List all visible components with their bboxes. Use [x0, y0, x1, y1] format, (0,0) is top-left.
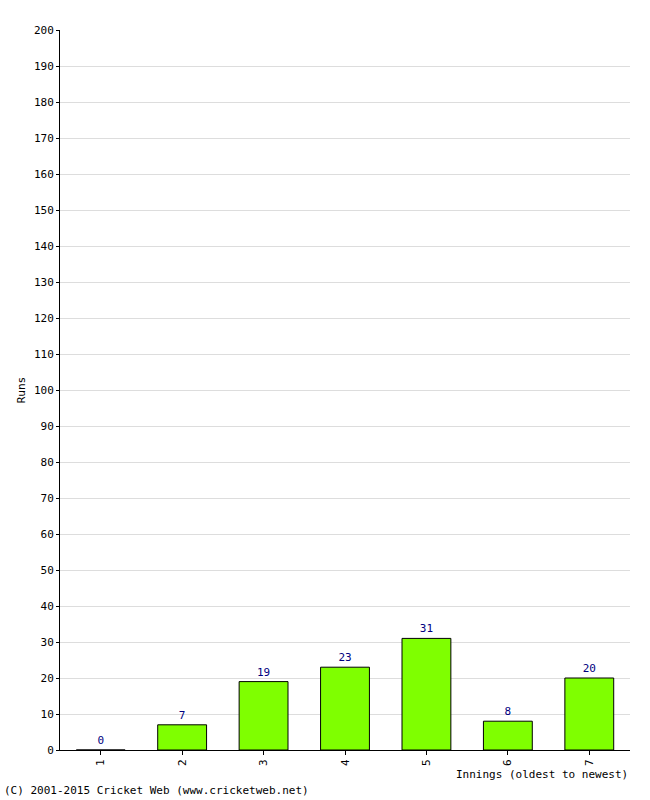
svg-text:4: 4	[339, 759, 352, 766]
svg-text:0: 0	[47, 744, 54, 757]
svg-text:6: 6	[501, 759, 514, 766]
svg-text:Innings (oldest to newest): Innings (oldest to newest)	[456, 768, 628, 781]
svg-text:170: 170	[34, 132, 54, 145]
svg-text:70: 70	[41, 492, 54, 505]
svg-text:190: 190	[34, 60, 54, 73]
svg-text:20: 20	[583, 662, 596, 675]
svg-text:200: 200	[34, 24, 54, 37]
svg-text:20: 20	[41, 672, 54, 685]
svg-text:60: 60	[41, 528, 54, 541]
svg-text:19: 19	[257, 666, 270, 679]
svg-text:80: 80	[41, 456, 54, 469]
svg-text:160: 160	[34, 168, 54, 181]
svg-text:7: 7	[179, 709, 186, 722]
svg-text:110: 110	[34, 348, 54, 361]
svg-text:100: 100	[34, 384, 54, 397]
svg-text:180: 180	[34, 96, 54, 109]
svg-text:130: 130	[34, 276, 54, 289]
svg-text:Runs: Runs	[15, 377, 28, 404]
svg-text:1: 1	[94, 759, 107, 766]
svg-text:(C) 2001-2015 Cricket Web (www: (C) 2001-2015 Cricket Web (www.cricketwe…	[4, 784, 309, 797]
svg-text:0: 0	[97, 734, 104, 747]
svg-text:3: 3	[257, 759, 270, 766]
svg-text:10: 10	[41, 708, 54, 721]
svg-text:2: 2	[176, 759, 189, 766]
svg-text:90: 90	[41, 420, 54, 433]
svg-text:8: 8	[505, 705, 512, 718]
svg-text:30: 30	[41, 636, 54, 649]
svg-text:40: 40	[41, 600, 54, 613]
svg-text:50: 50	[41, 564, 54, 577]
svg-text:140: 140	[34, 240, 54, 253]
svg-text:5: 5	[420, 759, 433, 766]
svg-text:150: 150	[34, 204, 54, 217]
svg-text:31: 31	[420, 622, 433, 635]
svg-text:7: 7	[583, 759, 596, 766]
svg-text:23: 23	[338, 651, 351, 664]
svg-text:120: 120	[34, 312, 54, 325]
